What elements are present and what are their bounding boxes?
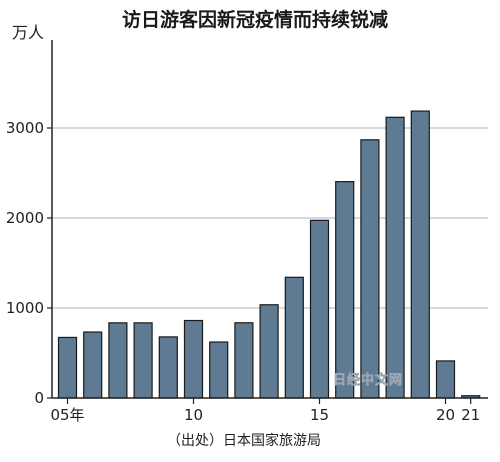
bar-06: [83, 331, 103, 399]
y-axis-unit: 万人: [12, 23, 44, 42]
bar-16: [335, 181, 355, 399]
bar-18: [385, 116, 405, 399]
bar-11: [209, 341, 229, 399]
y-tick-labels: 0 1000 2000 3000: [6, 119, 52, 407]
bar-13: [259, 304, 279, 399]
bar-10: [183, 319, 204, 399]
bar-05年: [57, 336, 78, 399]
bar-20: [435, 360, 456, 399]
x-tick-label: 05年: [50, 406, 84, 424]
bar-14: [284, 276, 304, 399]
bar-07: [108, 322, 128, 399]
bar-08: [133, 322, 153, 399]
bar-15: [309, 219, 330, 399]
source-note: （出处）日本国家旅游局: [167, 432, 321, 449]
y-tick-label: 2000: [6, 209, 44, 227]
bar-19: [410, 110, 430, 399]
y-tick-label: 3000: [6, 119, 44, 137]
x-tick-label: 10: [184, 406, 203, 424]
bar-09: [158, 336, 178, 399]
x-tick-label: 21: [461, 406, 480, 424]
chart-title: 访日游客因新冠疫情而持续锐减: [122, 8, 388, 31]
x-tick-label: 15: [310, 406, 329, 424]
bar-17: [360, 139, 380, 399]
bar-12: [234, 322, 254, 399]
y-tick-label: 1000: [6, 299, 44, 317]
bars: [57, 110, 481, 399]
y-tick-label: 0: [34, 389, 44, 407]
x-tick-labels: 05年 10 15 20 21: [50, 398, 480, 424]
x-tick-label: 20: [436, 406, 455, 424]
axes: [51, 40, 488, 399]
watermark: 日经中文网: [333, 372, 403, 388]
